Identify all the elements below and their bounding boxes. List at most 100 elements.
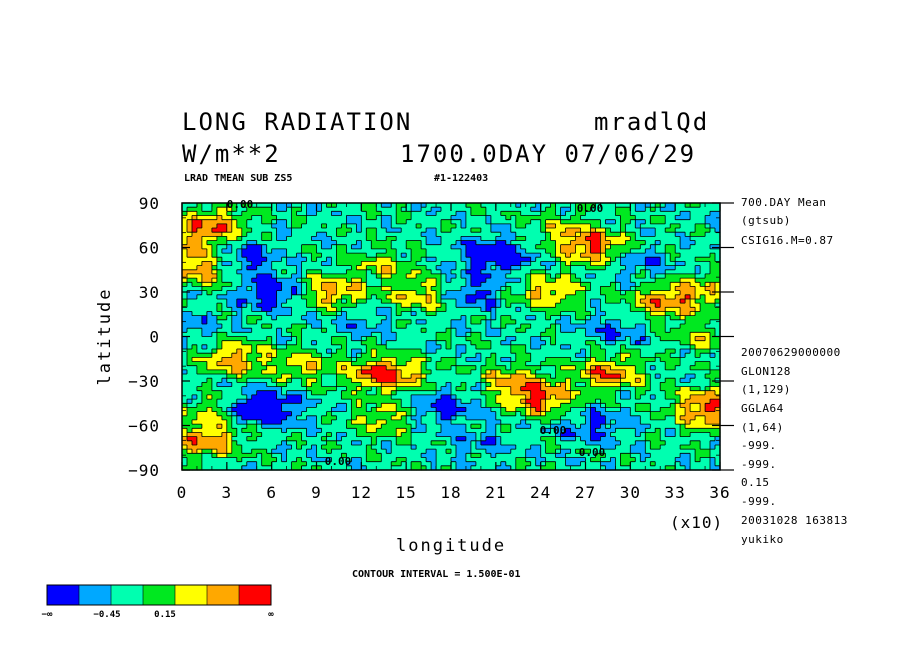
heatmap-cell	[396, 257, 402, 262]
heatmap-cell	[346, 298, 352, 304]
heatmap-cell	[570, 307, 577, 313]
heatmap-cell	[545, 311, 552, 317]
heatmap-cell	[361, 386, 367, 392]
heatmap-cell	[630, 298, 636, 304]
heatmap-cell	[530, 228, 537, 233]
heatmap-cell	[670, 378, 676, 383]
heatmap-cell	[605, 344, 612, 350]
heatmap-cell	[246, 286, 253, 292]
heatmap-cell	[346, 382, 352, 388]
heatmap-cell	[286, 240, 293, 246]
heatmap-cell	[386, 374, 392, 379]
heatmap-cell	[640, 223, 646, 229]
heatmap-cell	[391, 369, 397, 375]
heatmap-cell	[455, 311, 462, 317]
heatmap-cell	[221, 394, 228, 400]
heatmap-cell	[565, 269, 572, 275]
heatmap-cell	[505, 319, 512, 325]
heatmap-cell	[620, 307, 626, 313]
heatmap-cell	[555, 357, 562, 363]
heatmap-cell	[351, 386, 357, 392]
heatmap-cell	[490, 382, 497, 388]
heatmap-cell	[276, 228, 283, 233]
heatmap-cell	[455, 253, 462, 258]
heatmap-cell	[186, 332, 193, 338]
heatmap-cell	[700, 286, 706, 292]
heatmap-cell	[182, 265, 188, 271]
heatmap-cell	[695, 369, 701, 375]
heatmap-cell	[246, 290, 253, 296]
heatmap-cell	[645, 261, 651, 267]
heatmap-cell	[625, 265, 631, 271]
heatmap-cell	[451, 203, 457, 208]
heatmap-cell	[665, 382, 671, 388]
heatmap-cell	[271, 365, 278, 371]
heatmap-cell	[296, 219, 303, 225]
heatmap-cell	[695, 332, 701, 338]
heatmap-cell	[650, 236, 656, 242]
heatmap-cell	[660, 244, 666, 250]
heatmap-cell	[605, 253, 612, 258]
heatmap-cell	[575, 319, 582, 325]
heatmap-cell	[545, 236, 552, 242]
heatmap-cell	[391, 344, 397, 350]
heatmap-cell	[695, 365, 701, 371]
heatmap-cell	[665, 278, 671, 283]
heatmap-cell	[436, 253, 442, 258]
heatmap-cell	[715, 298, 721, 304]
heatmap-cell	[336, 319, 343, 325]
heatmap-cell	[465, 248, 472, 254]
heatmap-cell	[505, 378, 512, 383]
heatmap-cell	[650, 228, 656, 233]
heatmap-cell	[515, 303, 522, 308]
heatmap-cell	[406, 315, 412, 321]
heatmap-cell	[595, 369, 602, 375]
heatmap-cell	[610, 298, 616, 304]
heatmap-cell	[665, 340, 671, 346]
heatmap-cell	[650, 232, 656, 237]
heatmap-cell	[535, 369, 542, 375]
heatmap-cell	[480, 361, 487, 367]
heatmap-cell	[271, 219, 278, 225]
heatmap-cell	[436, 236, 442, 242]
heatmap-cell	[690, 282, 696, 288]
heatmap-cell	[301, 261, 308, 267]
heatmap-cell	[625, 365, 631, 371]
heatmap-cell	[590, 207, 597, 212]
heatmap-cell	[371, 203, 377, 208]
heatmap-cell	[695, 349, 701, 354]
heatmap-cell	[186, 207, 193, 212]
heatmap-cell	[396, 240, 402, 246]
heatmap-cell	[535, 278, 542, 283]
heatmap-cell	[460, 215, 467, 221]
heatmap-cell	[615, 336, 621, 342]
heatmap-cell	[590, 365, 597, 371]
heatmap-cell	[361, 219, 367, 225]
heatmap-cell	[231, 340, 238, 346]
heatmap-cell	[485, 349, 492, 354]
heatmap-cell	[470, 349, 477, 354]
heatmap-cell	[206, 215, 213, 221]
heatmap-cell	[421, 290, 427, 296]
heatmap-cell	[540, 265, 547, 271]
heatmap-cell	[700, 378, 706, 383]
heatmap-cell	[446, 236, 452, 242]
heatmap-cell	[396, 261, 402, 267]
heatmap-cell	[685, 236, 691, 242]
heatmap-cell	[236, 374, 243, 379]
heatmap-cell	[625, 303, 631, 308]
heatmap-cell	[580, 378, 587, 383]
heatmap-cell	[625, 353, 631, 358]
heatmap-cell	[241, 244, 248, 250]
heatmap-cell	[510, 290, 517, 296]
heatmap-cell	[540, 374, 547, 379]
heatmap-cell	[366, 369, 372, 375]
heatmap-cell	[401, 361, 407, 367]
heatmap-cell	[575, 257, 582, 262]
heatmap-cell	[540, 344, 547, 350]
heatmap-cell	[451, 278, 457, 283]
heatmap-cell	[520, 336, 527, 342]
heatmap-cell	[416, 374, 422, 379]
heatmap-cell	[550, 219, 557, 225]
heatmap-cell	[276, 282, 283, 288]
